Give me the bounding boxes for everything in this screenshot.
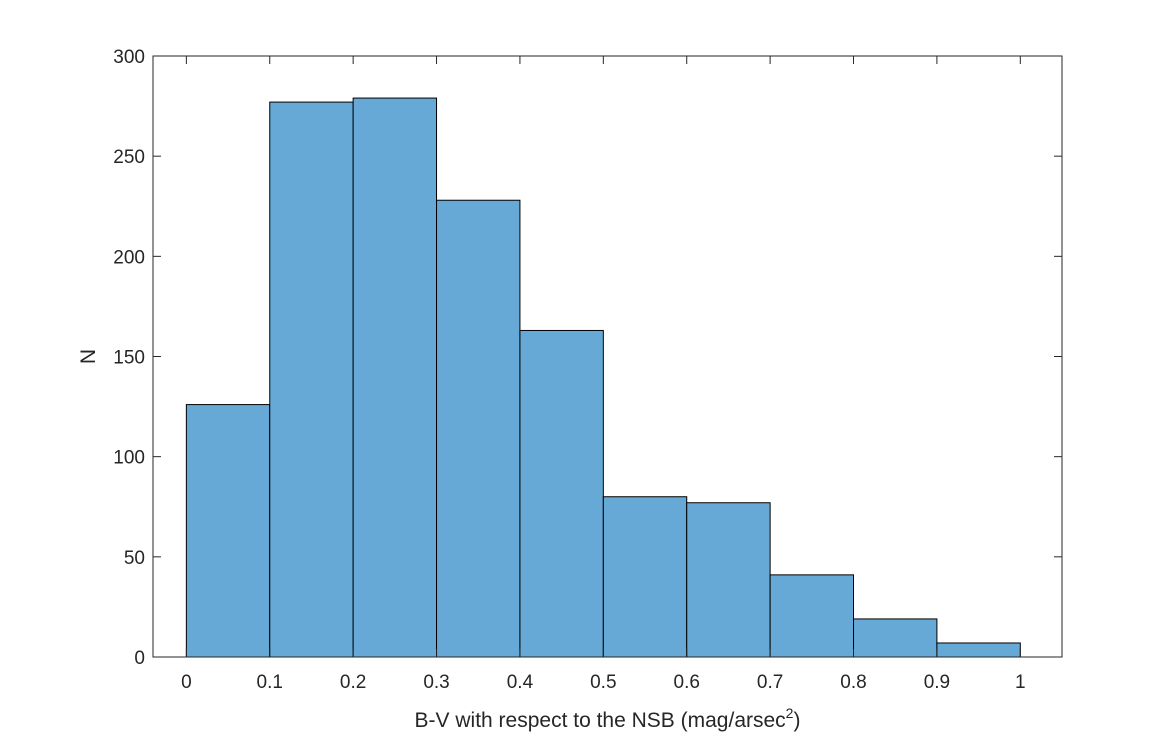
bar xyxy=(269,101,354,658)
x-tick-label: 0.3 xyxy=(423,672,449,693)
bar xyxy=(602,496,688,658)
x-tick-label: 0.7 xyxy=(757,672,783,693)
bar xyxy=(352,97,438,658)
bar xyxy=(769,574,855,658)
x-tick-label: 0.5 xyxy=(590,672,616,693)
y-tick-label: 200 xyxy=(113,247,145,268)
x-tick-label: 0 xyxy=(181,672,192,693)
bar xyxy=(936,642,1021,658)
x-tick-label: 1 xyxy=(1015,672,1026,693)
y-tick-label: 300 xyxy=(113,47,145,68)
x-axis-title: B-V with respect to the NSB (mag/arsec2) xyxy=(415,705,801,732)
x-tick-label: 0.8 xyxy=(840,672,866,693)
bar xyxy=(686,502,771,658)
x-axis-title-superscript: 2 xyxy=(786,705,794,721)
bar xyxy=(853,618,938,658)
y-tick-label: 250 xyxy=(113,147,145,168)
y-tick-label: 100 xyxy=(113,448,145,469)
x-tick-label: 0.9 xyxy=(924,672,950,693)
x-axis-title-suffix: ) xyxy=(793,709,800,732)
axes-group: 0 0.1 0.2 0.3 0.4 0.5 0.6 0.7 0.8 0.9 1 0 50 100 150 20… xyxy=(113,47,1063,693)
y-axis-title: N xyxy=(77,349,100,364)
bar xyxy=(185,404,271,658)
x-tick-label: 0.2 xyxy=(340,672,366,693)
x-axis-title-main: B-V with respect to the NSB (mag/arsec xyxy=(415,709,786,732)
bars-group xyxy=(185,97,1021,658)
x-tick-label: 0.6 xyxy=(674,672,700,693)
bar xyxy=(436,199,521,658)
y-tick-label: 50 xyxy=(124,548,145,569)
x-tick-label: 0.4 xyxy=(507,672,534,693)
x-tick-label: 0.1 xyxy=(257,672,283,693)
y-tick-label: 0 xyxy=(134,648,145,669)
bar xyxy=(519,329,604,658)
y-tick-label: 150 xyxy=(113,348,145,369)
